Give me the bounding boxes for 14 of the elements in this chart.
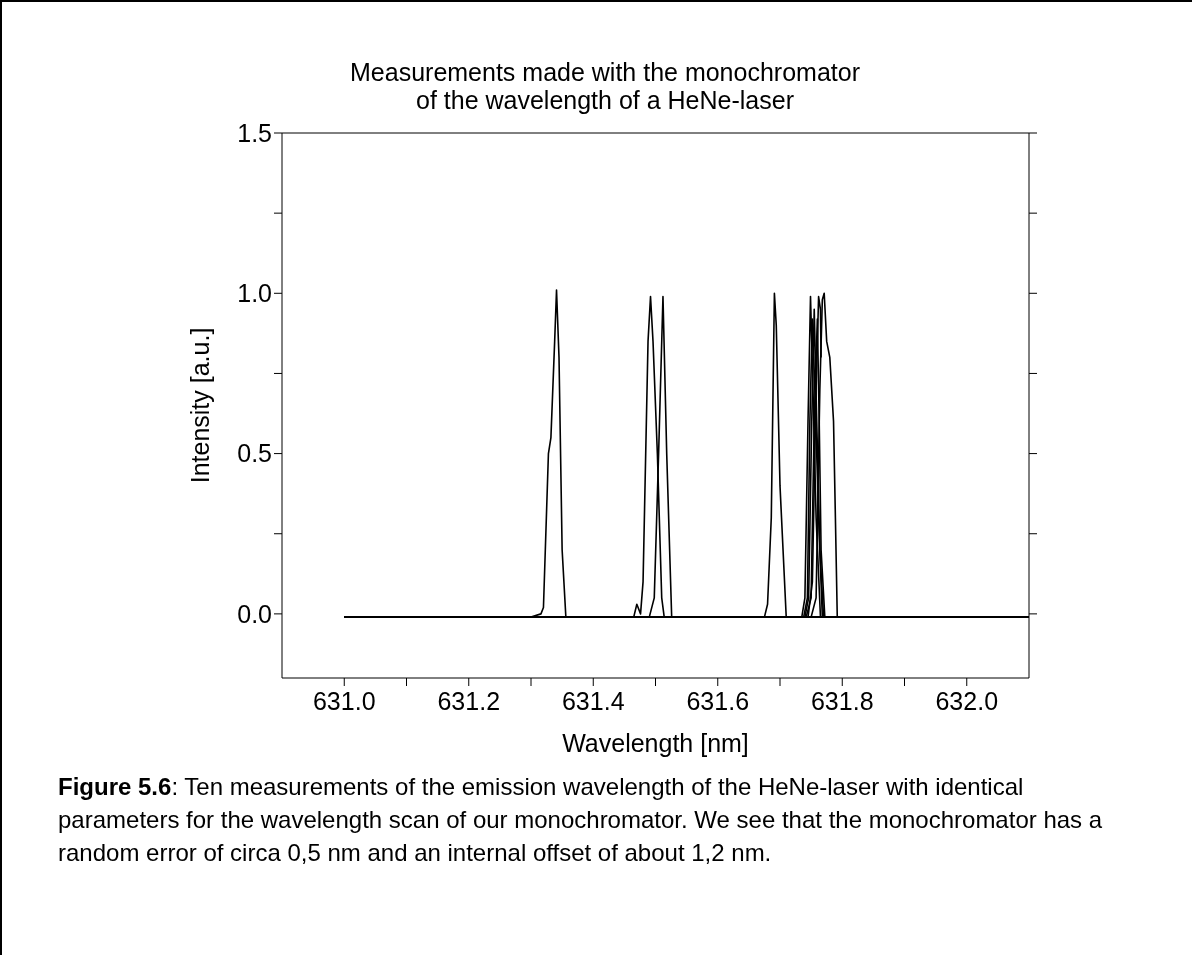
y-tick-label: 1.5 — [237, 118, 272, 147]
x-tick-label: 632.0 — [935, 686, 999, 715]
x-tick-label: 631.6 — [686, 686, 750, 715]
caption: Figure 5.6: Ten measurements of the emission wavelength of the HeNe-laser with identical parameters for the wavelength scan of our monochromator. We see that the monochromator has a random error of circa 0,5 nm and an internal offset of about 1,2 nm. — [58, 773, 1103, 866]
y-axis-title: Intensity [a.u.] — [185, 327, 214, 484]
y-tick-label: 1.0 — [237, 279, 272, 308]
y-tick-label: 0.5 — [237, 439, 272, 468]
y-tick-label: 0.0 — [237, 599, 272, 628]
x-tick-label: 631.2 — [437, 686, 501, 715]
x-tick-label: 631.4 — [561, 686, 625, 715]
chart-title: Measurements made with the monochromator of the wavelength of a HeNe-laser — [349, 58, 861, 114]
x-axis-title: Wavelength [nm] — [562, 729, 749, 757]
x-tick-label: 631.8 — [810, 686, 874, 715]
x-tick-label: 631.0 — [312, 686, 376, 715]
